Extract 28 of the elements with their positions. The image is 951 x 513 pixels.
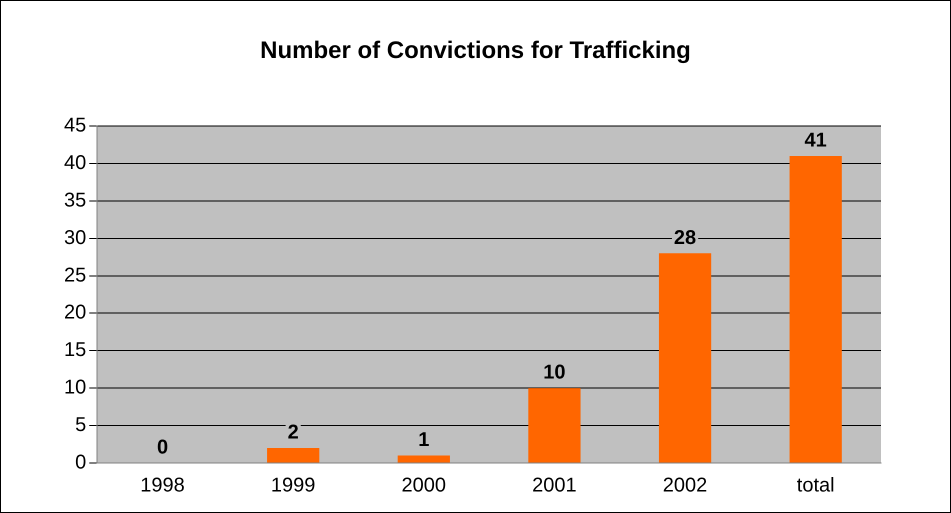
y-tick-label: 45 xyxy=(64,114,86,137)
y-tick-label: 10 xyxy=(64,376,86,399)
bar xyxy=(267,448,320,462)
x-tick-label: 1999 xyxy=(270,474,316,497)
data-label: 10 xyxy=(543,362,566,384)
data-label: 1 xyxy=(418,429,430,452)
x-tick-label: 2000 xyxy=(402,474,446,497)
x-tick-label: total xyxy=(796,474,835,497)
y-tick-label: 0 xyxy=(75,452,86,474)
y-tick-label: 25 xyxy=(64,264,86,286)
bar xyxy=(658,253,712,462)
bar xyxy=(398,456,450,462)
data-label: 41 xyxy=(804,129,827,152)
y-tick-label: 35 xyxy=(64,189,86,212)
chart-title: Number of Convictions for Trafficking xyxy=(259,37,692,65)
data-label: 28 xyxy=(674,226,696,249)
data-label: 2 xyxy=(288,422,299,444)
x-tick-label: 2001 xyxy=(532,474,577,497)
y-tick-label: 15 xyxy=(64,339,86,362)
data-label: 0 xyxy=(156,436,168,459)
bar xyxy=(528,388,581,462)
y-tick-label: 40 xyxy=(64,152,86,174)
bar xyxy=(790,156,842,462)
y-tick-label: 30 xyxy=(64,226,86,249)
x-tick-label: 1998 xyxy=(140,474,185,497)
y-tick-label: 5 xyxy=(75,414,86,436)
y-tick-label: 20 xyxy=(64,302,86,324)
x-tick-label: 2002 xyxy=(662,474,708,497)
